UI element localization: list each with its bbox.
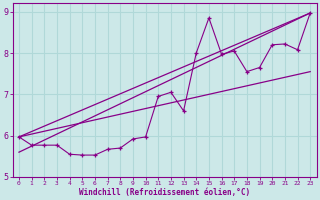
X-axis label: Windchill (Refroidissement éolien,°C): Windchill (Refroidissement éolien,°C) [79, 188, 250, 197]
